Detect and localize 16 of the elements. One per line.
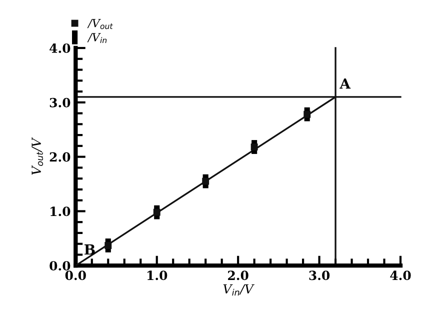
y-tick-label: 0.0 [50,261,70,271]
y-tick-label: 3.0 [50,98,70,108]
annotation: A [340,78,351,89]
x-axis-title: V$_{in}$/V [223,284,254,296]
x-tick-label: 2.0 [228,270,248,280]
x-tick-label: 3.0 [309,270,330,280]
x-tick-label: 1.0 [148,270,168,280]
x-tick-label: 4.0 [390,270,411,280]
annotation: B [84,244,95,255]
y-tick-label: 1.0 [50,206,70,216]
legend-label: /V$_{out}$ [87,19,113,30]
x-tick-label: 0.0 [65,270,86,280]
y-tick-label: 2.0 [50,152,70,162]
y-axis-title: V$_{out}$/V [32,137,44,175]
y-tick-label: 4.0 [50,43,70,53]
legend-label: /V$_{in}$ [87,33,107,44]
